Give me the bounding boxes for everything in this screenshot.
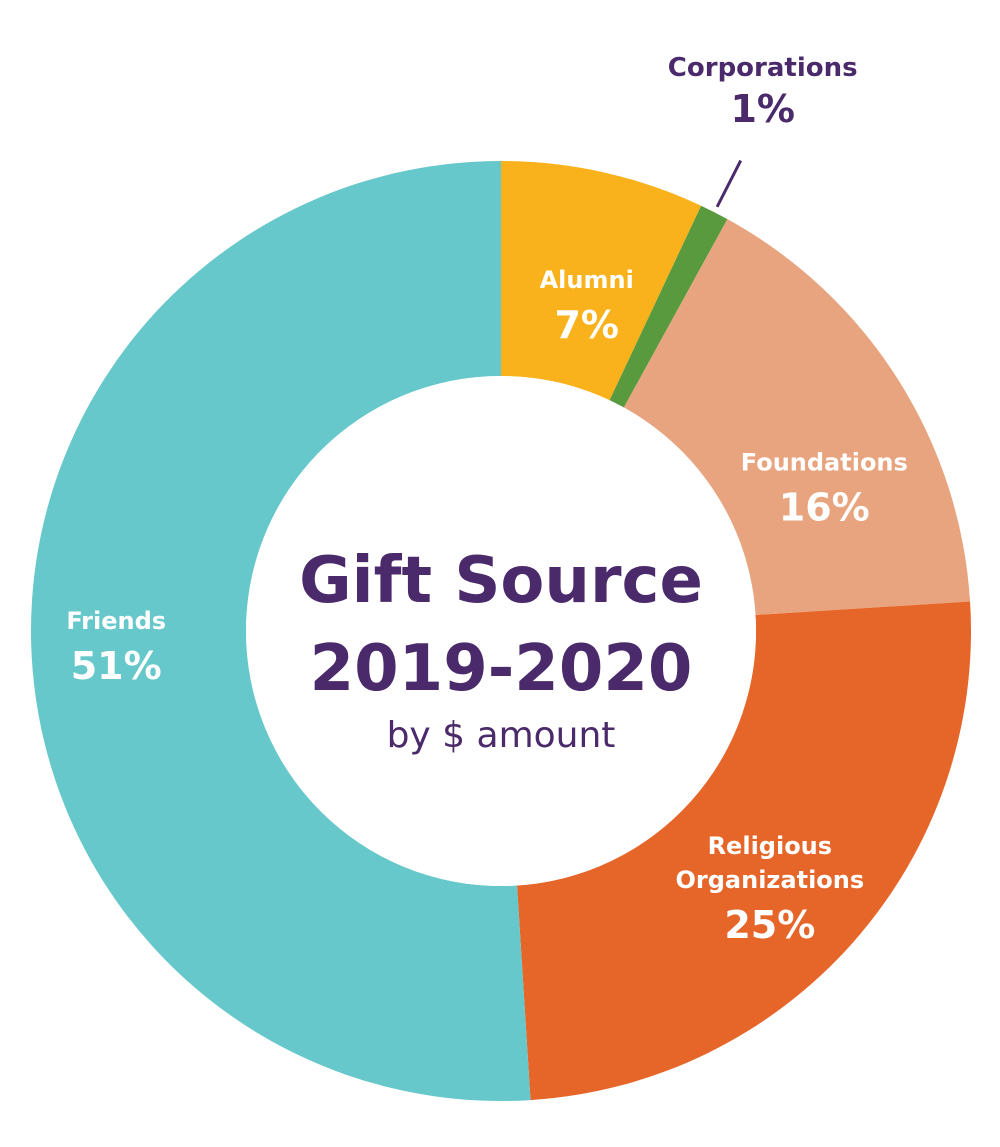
slice-religious-organizations: [517, 601, 971, 1101]
donut-hole: [246, 376, 756, 886]
chart-title: Gift Source: [299, 544, 703, 618]
slice-alumni: [501, 161, 702, 401]
leader-line-corporations: [715, 159, 743, 208]
slice-value-religious-organizations: 25%: [724, 903, 815, 947]
slice-corporations: [609, 205, 728, 408]
chart-subtitle: 2019-2020: [310, 632, 693, 706]
slice-friends: [30, 161, 531, 1102]
labels-group: Alumni 7% Corporations 1% Foundations 16% Reli…: [66, 53, 907, 947]
slice-value-foundations: 16%: [779, 485, 870, 529]
slice-label-alumni: Alumni: [540, 266, 634, 294]
slice-value-friends: 51%: [71, 644, 162, 688]
slice-value-alumni: 7%: [554, 303, 619, 347]
slice-label-religious-organizations: Religious Organizations: [676, 832, 865, 894]
slice-label-foundations: Foundations: [741, 448, 908, 476]
slice-label-corporations: Corporations: [668, 53, 858, 83]
slice-foundations: [623, 219, 971, 615]
chart-caption: by $ amount: [387, 715, 616, 756]
slice-value-corporations: 1%: [730, 87, 795, 131]
slice-label-friends: Friends: [66, 607, 166, 635]
slices-group: [30, 161, 971, 1102]
